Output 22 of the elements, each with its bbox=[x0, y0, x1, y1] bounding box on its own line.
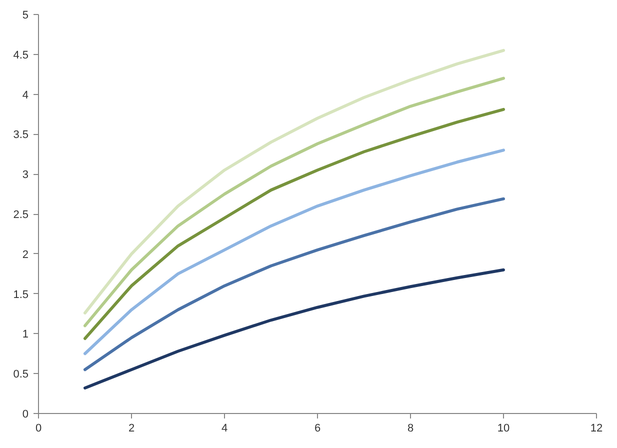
y-tick-label: 1 bbox=[22, 328, 29, 341]
x-tick-label: 2 bbox=[128, 422, 135, 434]
line-series bbox=[84, 148, 505, 356]
line-series bbox=[84, 197, 505, 372]
x-tick-label: 6 bbox=[314, 422, 321, 434]
x-tick-label: 10 bbox=[497, 422, 510, 434]
y-tick-label: 1.5 bbox=[13, 288, 29, 301]
x-tick-label: 0 bbox=[35, 422, 42, 434]
y-tick-label: 4 bbox=[22, 89, 29, 102]
y-tick-label: 3.5 bbox=[13, 129, 29, 142]
y-tick-label: 5 bbox=[22, 10, 29, 22]
y-tick-label: 0.5 bbox=[13, 368, 29, 381]
y-tick-label: 0 bbox=[22, 408, 29, 420]
line-series bbox=[84, 108, 505, 340]
y-tick-label: 2.5 bbox=[13, 209, 29, 221]
y-tick-label: 4.5 bbox=[13, 49, 29, 62]
x-tick-label: 8 bbox=[407, 422, 414, 434]
y-tick-label: 3 bbox=[22, 169, 29, 182]
y-tick-label: 2 bbox=[22, 248, 29, 261]
x-tick-label: 12 bbox=[590, 422, 603, 434]
line-series bbox=[84, 268, 505, 390]
x-tick-label: 4 bbox=[221, 422, 228, 434]
